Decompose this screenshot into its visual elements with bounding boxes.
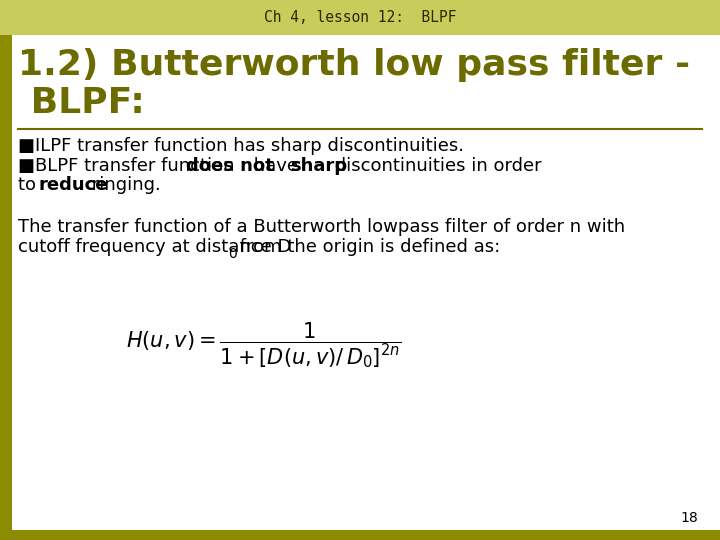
Text: does not: does not bbox=[186, 157, 274, 175]
Text: 0: 0 bbox=[228, 247, 237, 261]
Text: ■ILPF transfer function has sharp discontinuities.: ■ILPF transfer function has sharp discon… bbox=[18, 137, 464, 155]
Text: discontinuities in order: discontinuities in order bbox=[330, 157, 542, 175]
Bar bbox=[0, 530, 720, 540]
Text: BLPF:: BLPF: bbox=[18, 86, 145, 119]
Text: The transfer function of a Butterworth lowpass filter of order n with: The transfer function of a Butterworth l… bbox=[18, 218, 625, 236]
Bar bbox=[0, 0, 720, 35]
Bar bbox=[0, 35, 12, 540]
Text: 1.2) Butterworth low pass filter -: 1.2) Butterworth low pass filter - bbox=[18, 48, 690, 82]
Text: sharp: sharp bbox=[290, 157, 348, 175]
Text: Ch 4, lesson 12:  BLPF: Ch 4, lesson 12: BLPF bbox=[264, 10, 456, 25]
Text: 18: 18 bbox=[680, 511, 698, 525]
Text: from the origin is defined as:: from the origin is defined as: bbox=[233, 238, 500, 256]
Text: $H(u,v) = \dfrac{1}{1+[D(u,v)/\,D_0]^{2n}}$: $H(u,v) = \dfrac{1}{1+[D(u,v)/\,D_0]^{2n… bbox=[126, 321, 402, 370]
Text: ringing.: ringing. bbox=[86, 176, 161, 194]
Text: reduce: reduce bbox=[39, 176, 109, 194]
Text: to: to bbox=[18, 176, 42, 194]
Text: have: have bbox=[248, 157, 304, 175]
Text: cutoff frequency at distance D: cutoff frequency at distance D bbox=[18, 238, 292, 256]
Text: ■BLPF transfer function: ■BLPF transfer function bbox=[18, 157, 240, 175]
